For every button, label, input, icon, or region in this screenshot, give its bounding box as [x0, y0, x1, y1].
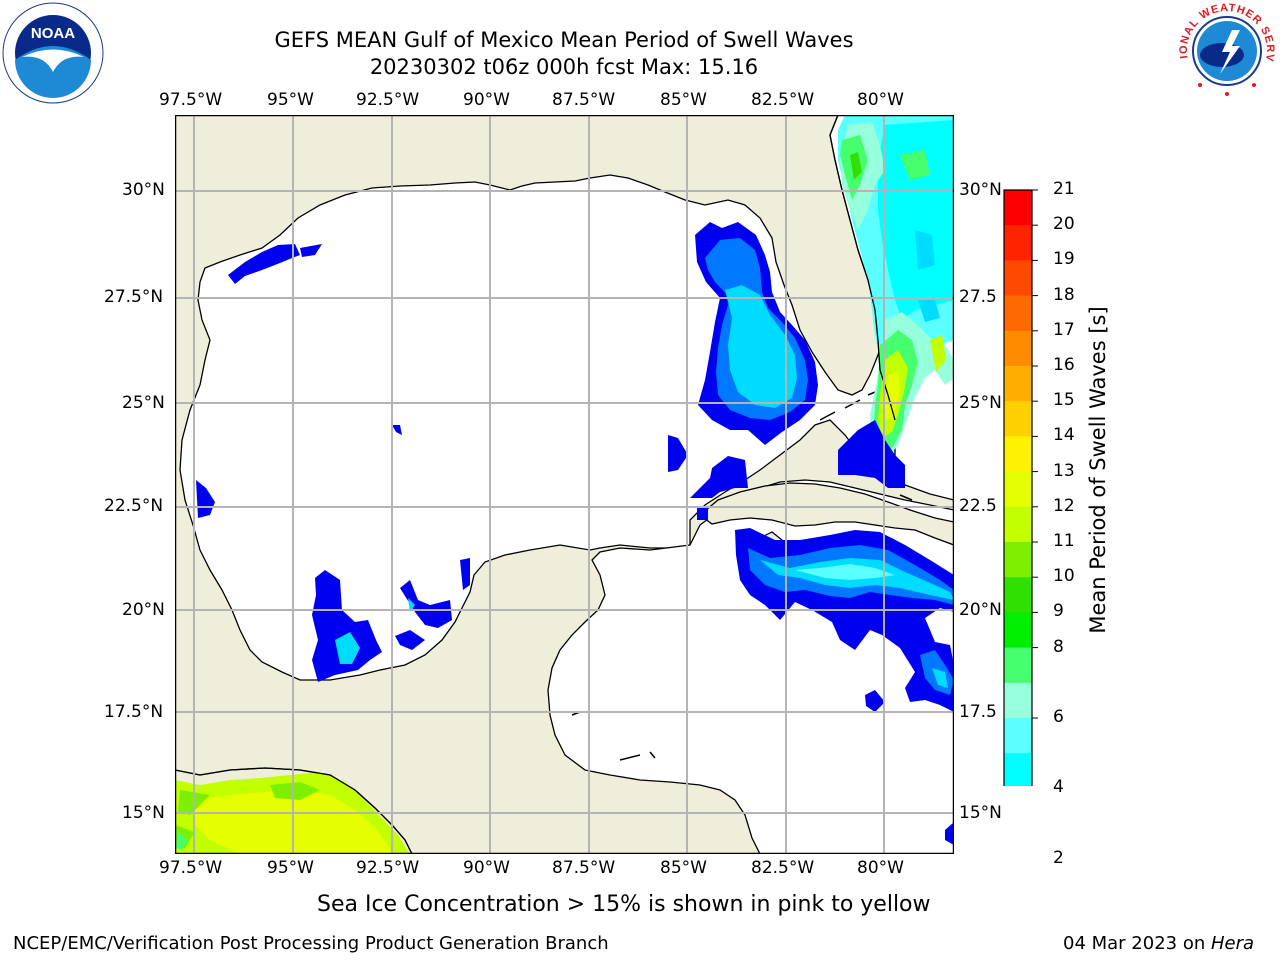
- lon-label: 80°W: [857, 90, 904, 110]
- colorbar-tick-label: 2: [1053, 847, 1064, 868]
- colorbar-tick-label: 20: [1053, 214, 1075, 235]
- lon-label: 87.5°W: [552, 858, 616, 878]
- lon-label: 82.5°W: [751, 90, 815, 110]
- lon-label: 92.5°W: [356, 858, 420, 878]
- colorbar-tick-label: 19: [1053, 249, 1075, 270]
- graticule: [175, 115, 954, 854]
- lat-label: 17.5°N: [104, 702, 164, 722]
- lon-label: 87.5°W: [552, 90, 616, 110]
- lat-label: 15°N: [959, 803, 1002, 823]
- nws-logo: NATIONAL WEATHER SERVICE: [1172, 0, 1278, 102]
- lat-label: 27.5: [959, 287, 997, 307]
- noaa-logo: NOAA: [2, 2, 104, 104]
- lon-label: 85°W: [660, 858, 707, 878]
- swell-contours-gulf: [196, 222, 818, 682]
- colorbar-segment: [1004, 401, 1032, 437]
- colorbar-segment: [1004, 506, 1032, 543]
- colorbar-tick-label: 12: [1053, 495, 1075, 516]
- colorbar-label: Mean Period of Swell Waves [s]: [1086, 306, 1110, 634]
- colorbar-segment: [1004, 753, 1032, 789]
- colorbar-tick-label: 9: [1053, 601, 1064, 622]
- lon-label: 82.5°W: [751, 858, 815, 878]
- colorbar-segment: [1004, 225, 1032, 261]
- colorbar-tick-label: 21: [1053, 179, 1075, 199]
- lat-label: 30°N: [122, 180, 165, 200]
- lon-label: 97.5°W: [159, 858, 223, 878]
- lat-label: 20°N: [122, 600, 165, 620]
- map-panel: [175, 115, 954, 854]
- colorbar-segment: [1004, 647, 1032, 684]
- colorbar-segment: [1004, 190, 1032, 226]
- colorbar-tick-label: 14: [1053, 425, 1075, 446]
- lon-label: 95°W: [267, 90, 314, 110]
- lat-label: 25°N: [122, 393, 165, 413]
- lon-label: 90°W: [463, 858, 510, 878]
- lat-label: 30°N: [959, 180, 1002, 200]
- colorbar-segment: [1004, 612, 1032, 649]
- lat-label: 25°N: [959, 393, 1002, 413]
- date-text: 04 Mar 2023 on Hera: [1063, 933, 1254, 954]
- plot-title-line1: GEFS MEAN Gulf of Mexico Mean Period of …: [274, 28, 854, 52]
- colorbar: [1000, 186, 1040, 889]
- lat-label: 22.5°N: [104, 496, 164, 516]
- colorbar-tick-label: 6: [1053, 707, 1064, 727]
- colorbar-tick-label: 15: [1053, 390, 1075, 411]
- colorbar-tick-label: 10: [1053, 566, 1075, 587]
- gulf-of-mexico: [179, 174, 896, 681]
- swell-contours-caribbean: [735, 528, 954, 845]
- lon-label: 97.5°W: [159, 90, 223, 110]
- colorbar-segment: [1004, 542, 1032, 578]
- lat-label: 27.5°N: [104, 287, 164, 307]
- lat-label: 17.5: [959, 702, 997, 722]
- lon-label: 90°W: [463, 90, 510, 110]
- lat-label: 15°N: [122, 803, 165, 823]
- lon-label: 80°W: [857, 858, 904, 878]
- machine-name: Hera: [1210, 933, 1255, 954]
- map-frame: [175, 115, 954, 854]
- lon-label: 85°W: [660, 90, 707, 110]
- colorbar-tick-label: 18: [1053, 284, 1075, 305]
- colorbar-tick-label: 8: [1053, 636, 1064, 657]
- colorbar-tick-label: 16: [1053, 355, 1075, 375]
- colorbar-tick-label: 13: [1053, 460, 1075, 481]
- date-value: 04 Mar 2023 on: [1063, 933, 1211, 954]
- colorbar-segment: [1004, 577, 1032, 613]
- colorbar-segment: [1004, 682, 1032, 719]
- colorbar-tick-label: 4: [1053, 777, 1064, 798]
- colorbar-tick-label: 17: [1053, 319, 1075, 340]
- cuba: [698, 482, 954, 546]
- plot-title-line2: 20230302 t06z 000h fcst Max: 15.16: [369, 55, 759, 79]
- lat-label: 20°N: [959, 600, 1002, 620]
- lon-label: 92.5°W: [356, 90, 420, 110]
- colorbar-segment: [1004, 718, 1032, 754]
- colorbar-segment: [1004, 366, 1032, 402]
- colorbar-tick-label: 11: [1053, 531, 1075, 551]
- svg-text:NOAA: NOAA: [31, 25, 75, 42]
- lat-label: 22.5: [959, 496, 997, 516]
- credit-text: NCEP/EMC/Verification Post Processing Pr…: [13, 933, 609, 954]
- colorbar-segment: [1004, 471, 1032, 508]
- colorbar-segment: [1004, 436, 1032, 473]
- lon-label: 95°W: [267, 858, 314, 878]
- colorbar-segment: [1004, 260, 1032, 297]
- sea-ice-note: Sea Ice Concentration > 15% is shown in …: [317, 892, 931, 917]
- colorbar-segment: [1004, 295, 1032, 332]
- colorbar-segment: [1004, 330, 1032, 367]
